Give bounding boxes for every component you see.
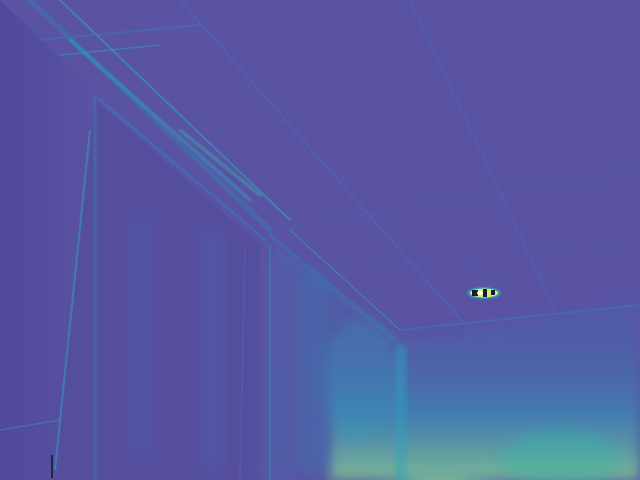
left-wall-doorframe <box>0 95 401 480</box>
ceiling-panels <box>27 0 640 342</box>
ceiling-light-fixture <box>467 287 501 299</box>
wall-texture <box>130 220 330 470</box>
far-wall-glow <box>260 240 640 480</box>
